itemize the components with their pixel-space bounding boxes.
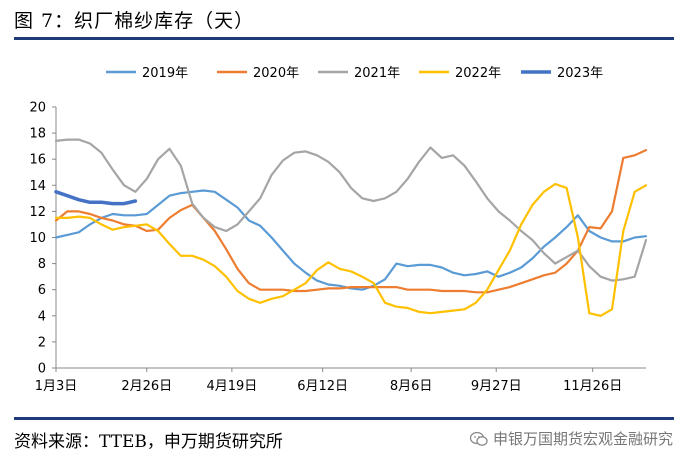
y-tick-label: 18 — [29, 127, 46, 142]
y-tick-label: 2 — [38, 335, 46, 350]
series-line-3 — [54, 138, 648, 282]
x-tick-label: 8月6日 — [390, 379, 433, 394]
footer-rule — [14, 417, 674, 420]
y-tick-label: 14 — [29, 179, 46, 194]
y-tick-label: 20 — [29, 101, 46, 116]
series-line-2 — [54, 149, 648, 294]
y-tick-label: 0 — [38, 362, 46, 377]
y-tick-label: 8 — [38, 257, 46, 272]
watermark: 申银万国期货宏观金融研究 — [469, 428, 673, 449]
y-tick-label: 4 — [38, 309, 46, 324]
title-rule — [14, 37, 674, 40]
legend-label-1: 2019年 — [142, 66, 188, 81]
x-tick-label: 11月26日 — [563, 379, 622, 394]
y-tick-label: 6 — [38, 283, 46, 298]
legend-label-4: 2022年 — [455, 66, 501, 81]
chart-axes: 0 2 4 6 8 10 12 14 16 18 20 1月3日 2月26日 4月19日 6月12日 8月6日… — [29, 101, 646, 394]
x-tick-label: 6月12日 — [297, 379, 348, 394]
chart-series — [54, 138, 648, 317]
series-line-4 — [54, 182, 648, 317]
x-tick-label: 4月19日 — [206, 379, 257, 394]
y-tick-label: 12 — [29, 205, 46, 220]
watermark-text: 申银万国期货宏观金融研究 — [492, 430, 673, 448]
series-line-5 — [54, 190, 138, 206]
x-tick-label: 2月26日 — [121, 379, 172, 394]
x-tick-label: 1月3日 — [35, 379, 78, 394]
figure-title: 图 7：织厂棉纱库存（天） — [14, 10, 255, 32]
x-tick-label: 9月27日 — [471, 379, 522, 394]
legend-label-5: 2023年 — [557, 66, 603, 81]
y-tick-label: 16 — [29, 153, 46, 168]
y-tick-label: 10 — [29, 231, 46, 246]
chart-legend: 2019年 2020年 2021年 2022年 2023年 — [106, 66, 603, 81]
line-chart: 2019年 2020年 2021年 2022年 2023年 0 2 4 6 8 10 12 14 16 1… — [29, 66, 648, 394]
legend-label-3: 2021年 — [354, 66, 400, 81]
wechat-icon — [469, 431, 488, 447]
source-note: 资料来源：TTEB，申万期货研究所 — [14, 432, 283, 452]
legend-label-2: 2020年 — [253, 66, 299, 81]
series-line-1 — [54, 189, 648, 291]
